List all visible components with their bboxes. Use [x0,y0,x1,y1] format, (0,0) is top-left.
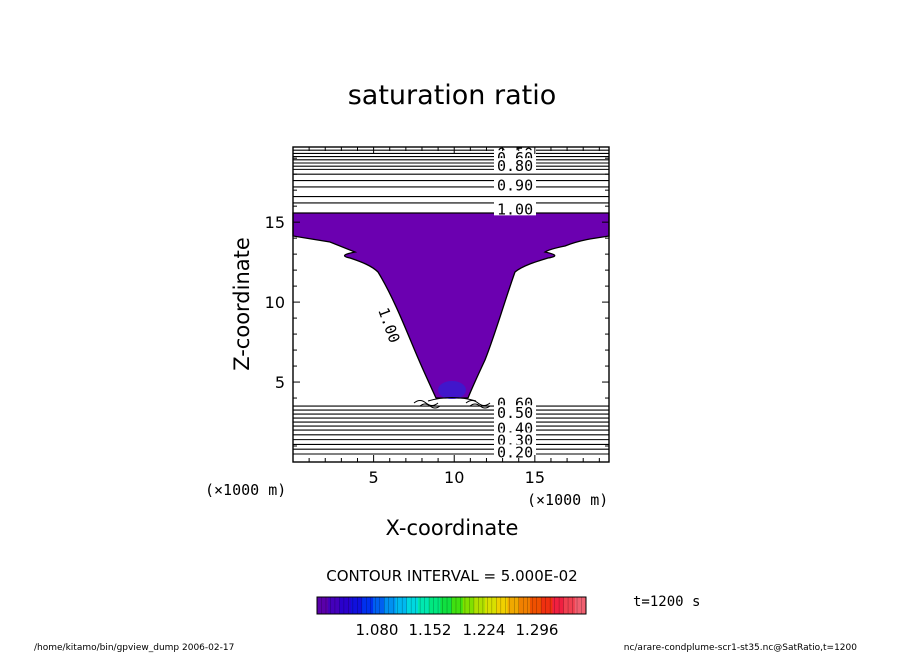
contour-label-bg [494,432,536,447]
colorbar-swatch [552,597,565,614]
y-tick-label: 15 [265,213,285,232]
contour-label: 0.50 [497,404,533,422]
colorbar-swatch [328,597,340,614]
colorbar-swatch [451,597,464,614]
colorbar-swatch [541,597,553,614]
x-tick-label: 15 [525,468,545,487]
x-axis-label: X-coordinate [386,516,519,540]
colorbar-swatch [462,597,475,614]
x-tick-label: 5 [369,468,379,487]
plot-area: 0.500.600.800.901.00 0.600.500.400.300.2… [292,144,610,463]
y-axis-label: Z-coordinate [230,237,254,371]
colorbar-swatch [395,597,408,614]
contour-label-bg [494,201,536,216]
colorbar-swatch [507,597,520,614]
colorbar-swatch [373,597,385,614]
x-tick-label: 10 [444,468,464,487]
footer-left: /home/kitamo/bin/gpview_dump 2006-02-17 [34,643,234,653]
colorbar-swatch [429,597,441,614]
colorbar [316,597,587,614]
colorbar-tick-label: 1.152 [409,621,452,639]
colorbar-swatch [473,597,486,614]
y-tick-labels: 5 10 15 [265,213,285,392]
colorbar-frame [316,596,587,615]
colorbar-swatch [317,597,329,614]
y-tick-label: 5 [275,373,285,392]
colorbar-swatch [339,597,352,614]
plume-base-contours [413,397,491,409]
colorbar-swatch [518,597,531,614]
colorbar-tick-labels: 1.080 1.152 1.224 1.296 [356,621,559,639]
contour-label-bg [494,420,536,435]
axis-ticks [293,147,609,462]
contour-label: 0.90 [497,176,533,194]
upper-isolines [293,149,609,204]
colorbar-swatch [440,597,452,614]
colorbar-swatch [350,597,363,614]
supersaturation-region [292,212,610,399]
colorbar-tick-label: 1.296 [516,621,559,639]
colorbar-swatch [496,597,509,614]
colorbar-swatch [361,597,374,614]
lower-contour-labels: 0.600.500.400.300.20 [494,395,536,461]
contour-label-bg [494,177,536,192]
footer-right: nc/arare-condplume-scr1-st35.nc@SatRatio… [624,643,858,653]
contour-label: 0.20 [497,443,533,461]
plume-core [438,381,466,399]
plot-frame [292,146,610,463]
contour-label-bg [494,405,536,420]
time-label: t=1200 s [633,594,700,610]
colorbar-swatch [529,597,542,614]
colorbar-swatch [574,597,587,614]
colorbar-swatch [563,597,576,614]
x-tick-labels: 5 10 15 [369,468,545,487]
chart-title: saturation ratio [348,80,557,111]
upper-contour-labels: 0.500.600.800.901.00 [494,144,536,218]
y-tick-label: 10 [265,293,285,312]
colorbar-tick-label: 1.080 [356,621,399,639]
contour-interval: CONTOUR INTERVAL = 5.000E-02 [326,567,577,585]
colorbar-swatch [417,597,430,614]
contour-label-bg [494,444,536,459]
colorbar-swatch [485,597,497,614]
colorbar-tick-label: 1.224 [463,621,506,639]
lower-isolines [293,405,609,455]
colorbar-swatch [384,597,396,614]
x-unit-right: (×1000 m) [527,491,608,509]
x-unit-left: (×1000 m) [205,481,286,499]
contour-label: 1.00 [497,200,533,218]
colorbar-swatch [406,597,419,614]
contour-label-bg [494,158,536,173]
contour-label: 0.80 [497,157,533,175]
